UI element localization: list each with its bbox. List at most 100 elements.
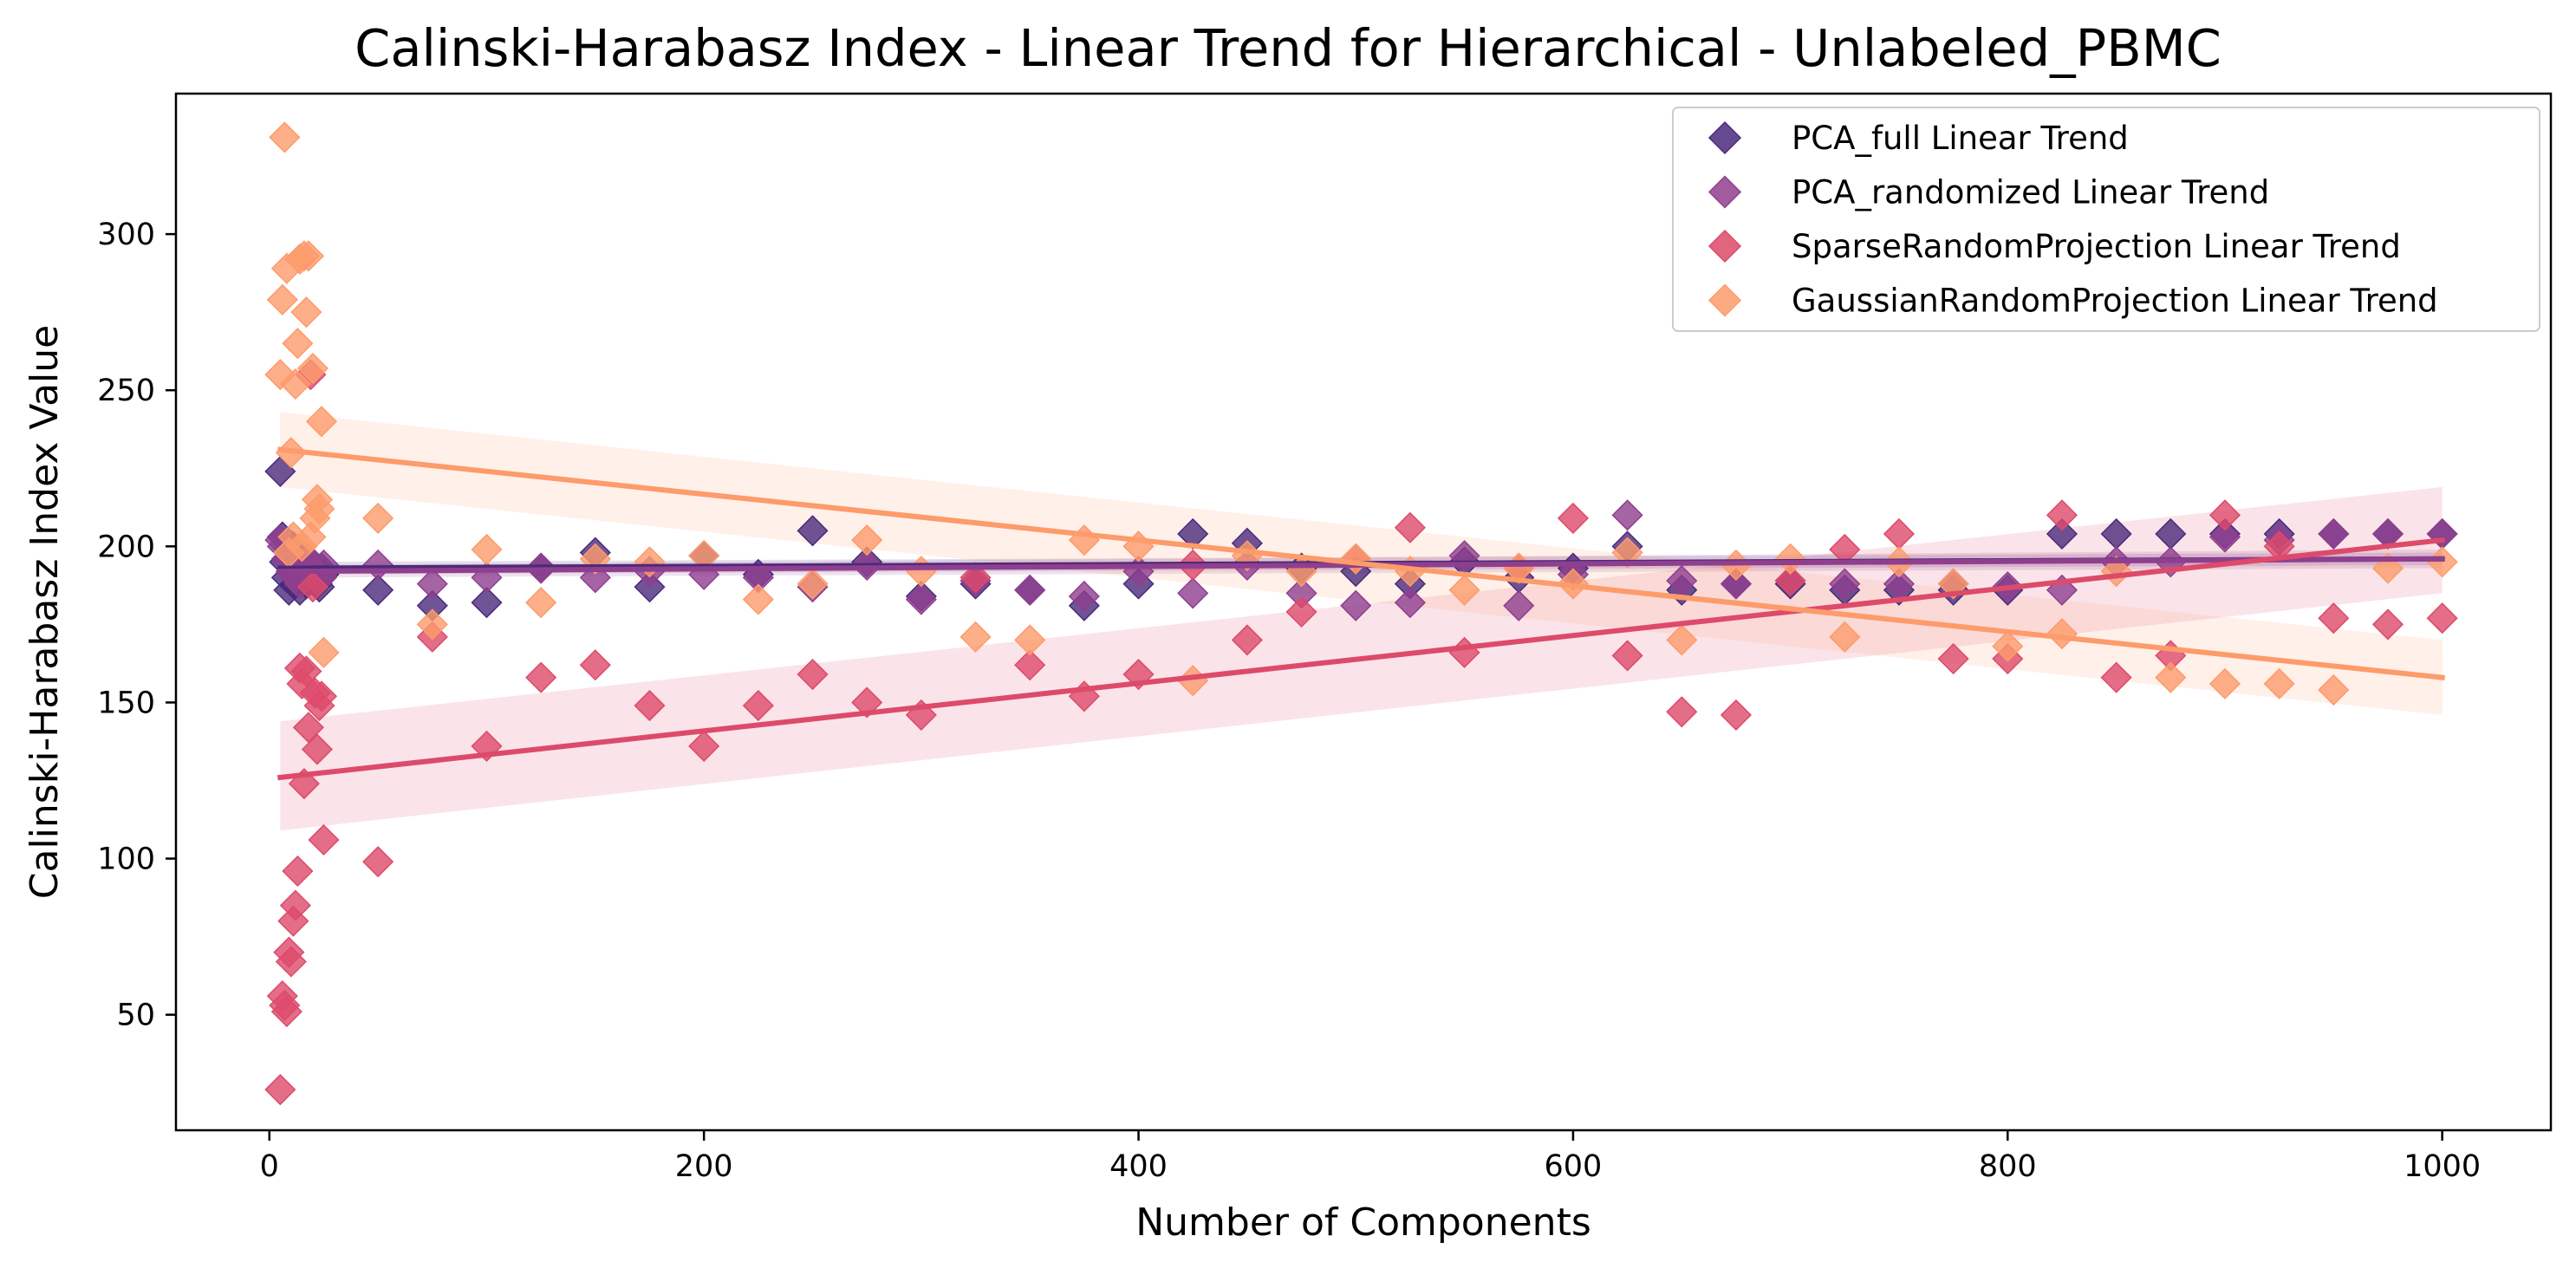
- y-tick-label: 50: [116, 999, 155, 1033]
- data-point-sparserandomprojection-linear-trend: [2426, 602, 2458, 634]
- data-point-sparserandomprojection-linear-trend: [742, 690, 774, 722]
- data-point-pca-randomized-linear-trend: [1068, 580, 1100, 613]
- data-point-sparserandomprojection-linear-trend: [362, 846, 394, 878]
- data-point-gaussianrandomprojection-linear-trend: [2155, 661, 2187, 693]
- data-point-sparserandomprojection-linear-trend: [1285, 595, 1317, 628]
- data-point-gaussianrandomprojection-linear-trend: [1666, 624, 1698, 656]
- x-axis-label: Number of Components: [1135, 1200, 1591, 1245]
- data-point-gaussianrandomprojection-linear-trend: [851, 524, 883, 556]
- x-tick-label: 200: [675, 1149, 733, 1184]
- legend-label-pca-full-linear-trend: PCA_full Linear Trend: [1792, 120, 2129, 157]
- legend-label-pca-randomized-linear-trend: PCA_randomized Linear Trend: [1792, 174, 2269, 211]
- y-tick-label: 300: [97, 218, 155, 252]
- data-point-sparserandomprojection-linear-trend: [2046, 499, 2078, 531]
- data-point-gaussianrandomprojection-linear-trend: [290, 296, 322, 329]
- data-point-sparserandomprojection-linear-trend: [301, 733, 334, 765]
- data-point-gaussianrandomprojection-linear-trend: [416, 608, 448, 641]
- data-point-gaussianrandomprojection-linear-trend: [1014, 624, 1046, 656]
- data-point-pca-randomized-linear-trend: [905, 583, 937, 615]
- plot-area-frame: [174, 92, 2553, 1132]
- data-point-sparserandomprojection-linear-trend: [579, 649, 611, 681]
- data-point-sparserandomprojection-linear-trend: [1014, 649, 1046, 681]
- data-point-pca-full-linear-trend: [471, 587, 503, 619]
- data-point-gaussianrandomprojection-linear-trend: [292, 240, 324, 272]
- data-point-pca-randomized-linear-trend: [1014, 574, 1046, 606]
- legend-marker-pca-full-linear-trend: [1708, 120, 1742, 155]
- data-point-sparserandomprojection-linear-trend: [282, 855, 314, 888]
- data-point-sparserandomprojection-linear-trend: [959, 562, 992, 594]
- data-point-sparserandomprojection-linear-trend: [1774, 564, 1806, 597]
- legend: PCA_full Linear Trend PCA_randomized Line…: [1672, 107, 2540, 332]
- data-point-pca-full-linear-trend: [797, 515, 829, 547]
- data-point-pca-randomized-linear-trend: [416, 568, 448, 600]
- data-point-gaussianrandomprojection-linear-trend: [2263, 667, 2295, 699]
- y-tick-label: 150: [97, 686, 155, 720]
- data-point-pca-full-linear-trend: [362, 574, 394, 606]
- data-point-sparserandomprojection-linear-trend: [2208, 499, 2241, 531]
- data-point-pca-randomized-linear-trend: [579, 562, 611, 594]
- x-tick-label: 0: [260, 1149, 279, 1184]
- x-tick-label: 1000: [2404, 1149, 2481, 1184]
- data-point-gaussianrandomprojection-linear-trend: [797, 568, 829, 600]
- data-point-sparserandomprojection-linear-trend: [1720, 699, 1752, 731]
- data-point-gaussianrandomprojection-linear-trend: [2318, 673, 2350, 706]
- data-point-gaussianrandomprojection-linear-trend: [1829, 621, 1861, 653]
- y-axis-label: Calinski-Harabasz Index Value: [23, 325, 67, 899]
- legend-box: [1672, 107, 2540, 332]
- data-point-gaussianrandomprojection-linear-trend: [2046, 618, 2078, 650]
- data-point-pca-full-linear-trend: [1177, 517, 1209, 550]
- data-point-gaussianrandomprojection-linear-trend: [296, 352, 329, 385]
- legend-label-gaussianrandomprojection-linear-trend: GaussianRandomProjection Linear Trend: [1792, 283, 2438, 320]
- data-point-sparserandomprojection-linear-trend: [264, 1074, 296, 1106]
- data-point-sparserandomprojection-linear-trend: [270, 996, 302, 1028]
- legend-label-sparserandomprojection-linear-trend: SparseRandomProjection Linear Trend: [1792, 228, 2401, 265]
- data-point-gaussianrandomprojection-linear-trend: [308, 636, 340, 668]
- data-point-gaussianrandomprojection-linear-trend: [525, 587, 557, 619]
- data-point-sparserandomprojection-linear-trend: [797, 658, 829, 691]
- y-tick-label: 100: [97, 842, 155, 877]
- y-tick-label: 250: [97, 374, 155, 408]
- trend-line-gaussianrandomprojection-linear-trend: [277, 446, 2445, 680]
- data-point-sparserandomprojection-linear-trend: [290, 655, 322, 687]
- data-point-sparserandomprojection-linear-trend: [634, 690, 666, 722]
- data-point-sparserandomprojection-linear-trend: [1937, 642, 1969, 675]
- data-point-pca-randomized-linear-trend: [1340, 589, 1372, 621]
- legend-marker-gaussianrandomprojection-linear-trend: [1708, 283, 1742, 317]
- data-point-pca-full-linear-trend: [2046, 517, 2078, 550]
- data-point-sparserandomprojection-linear-trend: [1394, 511, 1426, 543]
- legend-marker-pca-randomized-linear-trend: [1708, 175, 1742, 209]
- x-tick-label: 800: [1979, 1149, 2037, 1184]
- data-point-gaussianrandomprojection-linear-trend: [305, 406, 338, 438]
- data-point-gaussianrandomprojection-linear-trend: [1774, 543, 1806, 575]
- data-point-gaussianrandomprojection-linear-trend: [742, 583, 774, 615]
- data-point-sparserandomprojection-linear-trend: [1611, 640, 1643, 672]
- data-point-sparserandomprojection-linear-trend: [1231, 624, 1263, 656]
- data-point-gaussianrandomprojection-linear-trend: [471, 533, 503, 566]
- data-point-sparserandomprojection-linear-trend: [2318, 602, 2350, 634]
- data-point-sparserandomprojection-linear-trend: [2371, 608, 2404, 641]
- data-point-sparserandomprojection-linear-trend: [305, 680, 338, 712]
- data-point-pca-randomized-linear-trend: [1829, 568, 1861, 600]
- data-point-sparserandomprojection-linear-trend: [471, 730, 503, 762]
- data-point-sparserandomprojection-linear-trend: [279, 889, 311, 921]
- data-point-pca-randomized-linear-trend: [1503, 589, 1535, 621]
- legend-marker-sparserandomprojection-linear-trend: [1708, 229, 1742, 263]
- data-point-pca-randomized-linear-trend: [1611, 499, 1643, 531]
- data-point-gaussianrandomprojection-linear-trend: [269, 121, 301, 153]
- data-point-sparserandomprojection-linear-trend: [1666, 696, 1698, 728]
- y-tick-label: 200: [97, 530, 155, 564]
- data-point-pca-randomized-linear-trend: [2208, 521, 2241, 553]
- data-point-pca-randomized-linear-trend: [2318, 517, 2350, 550]
- data-point-gaussianrandomprojection-linear-trend: [959, 621, 992, 653]
- data-point-sparserandomprojection-linear-trend: [275, 946, 307, 978]
- data-point-sparserandomprojection-linear-trend: [1557, 502, 1589, 534]
- data-point-gaussianrandomprojection-linear-trend: [303, 493, 335, 525]
- x-tick-label: 600: [1545, 1149, 1603, 1184]
- trend-line-sparserandomprojection-linear-trend: [277, 537, 2445, 781]
- data-point-gaussianrandomprojection-linear-trend: [1448, 574, 1480, 606]
- data-point-gaussianrandomprojection-linear-trend: [282, 328, 314, 360]
- chart-title: Calinski-Harabasz Index - Linear Trend f…: [355, 18, 2221, 78]
- data-point-pca-randomized-linear-trend: [1720, 568, 1752, 600]
